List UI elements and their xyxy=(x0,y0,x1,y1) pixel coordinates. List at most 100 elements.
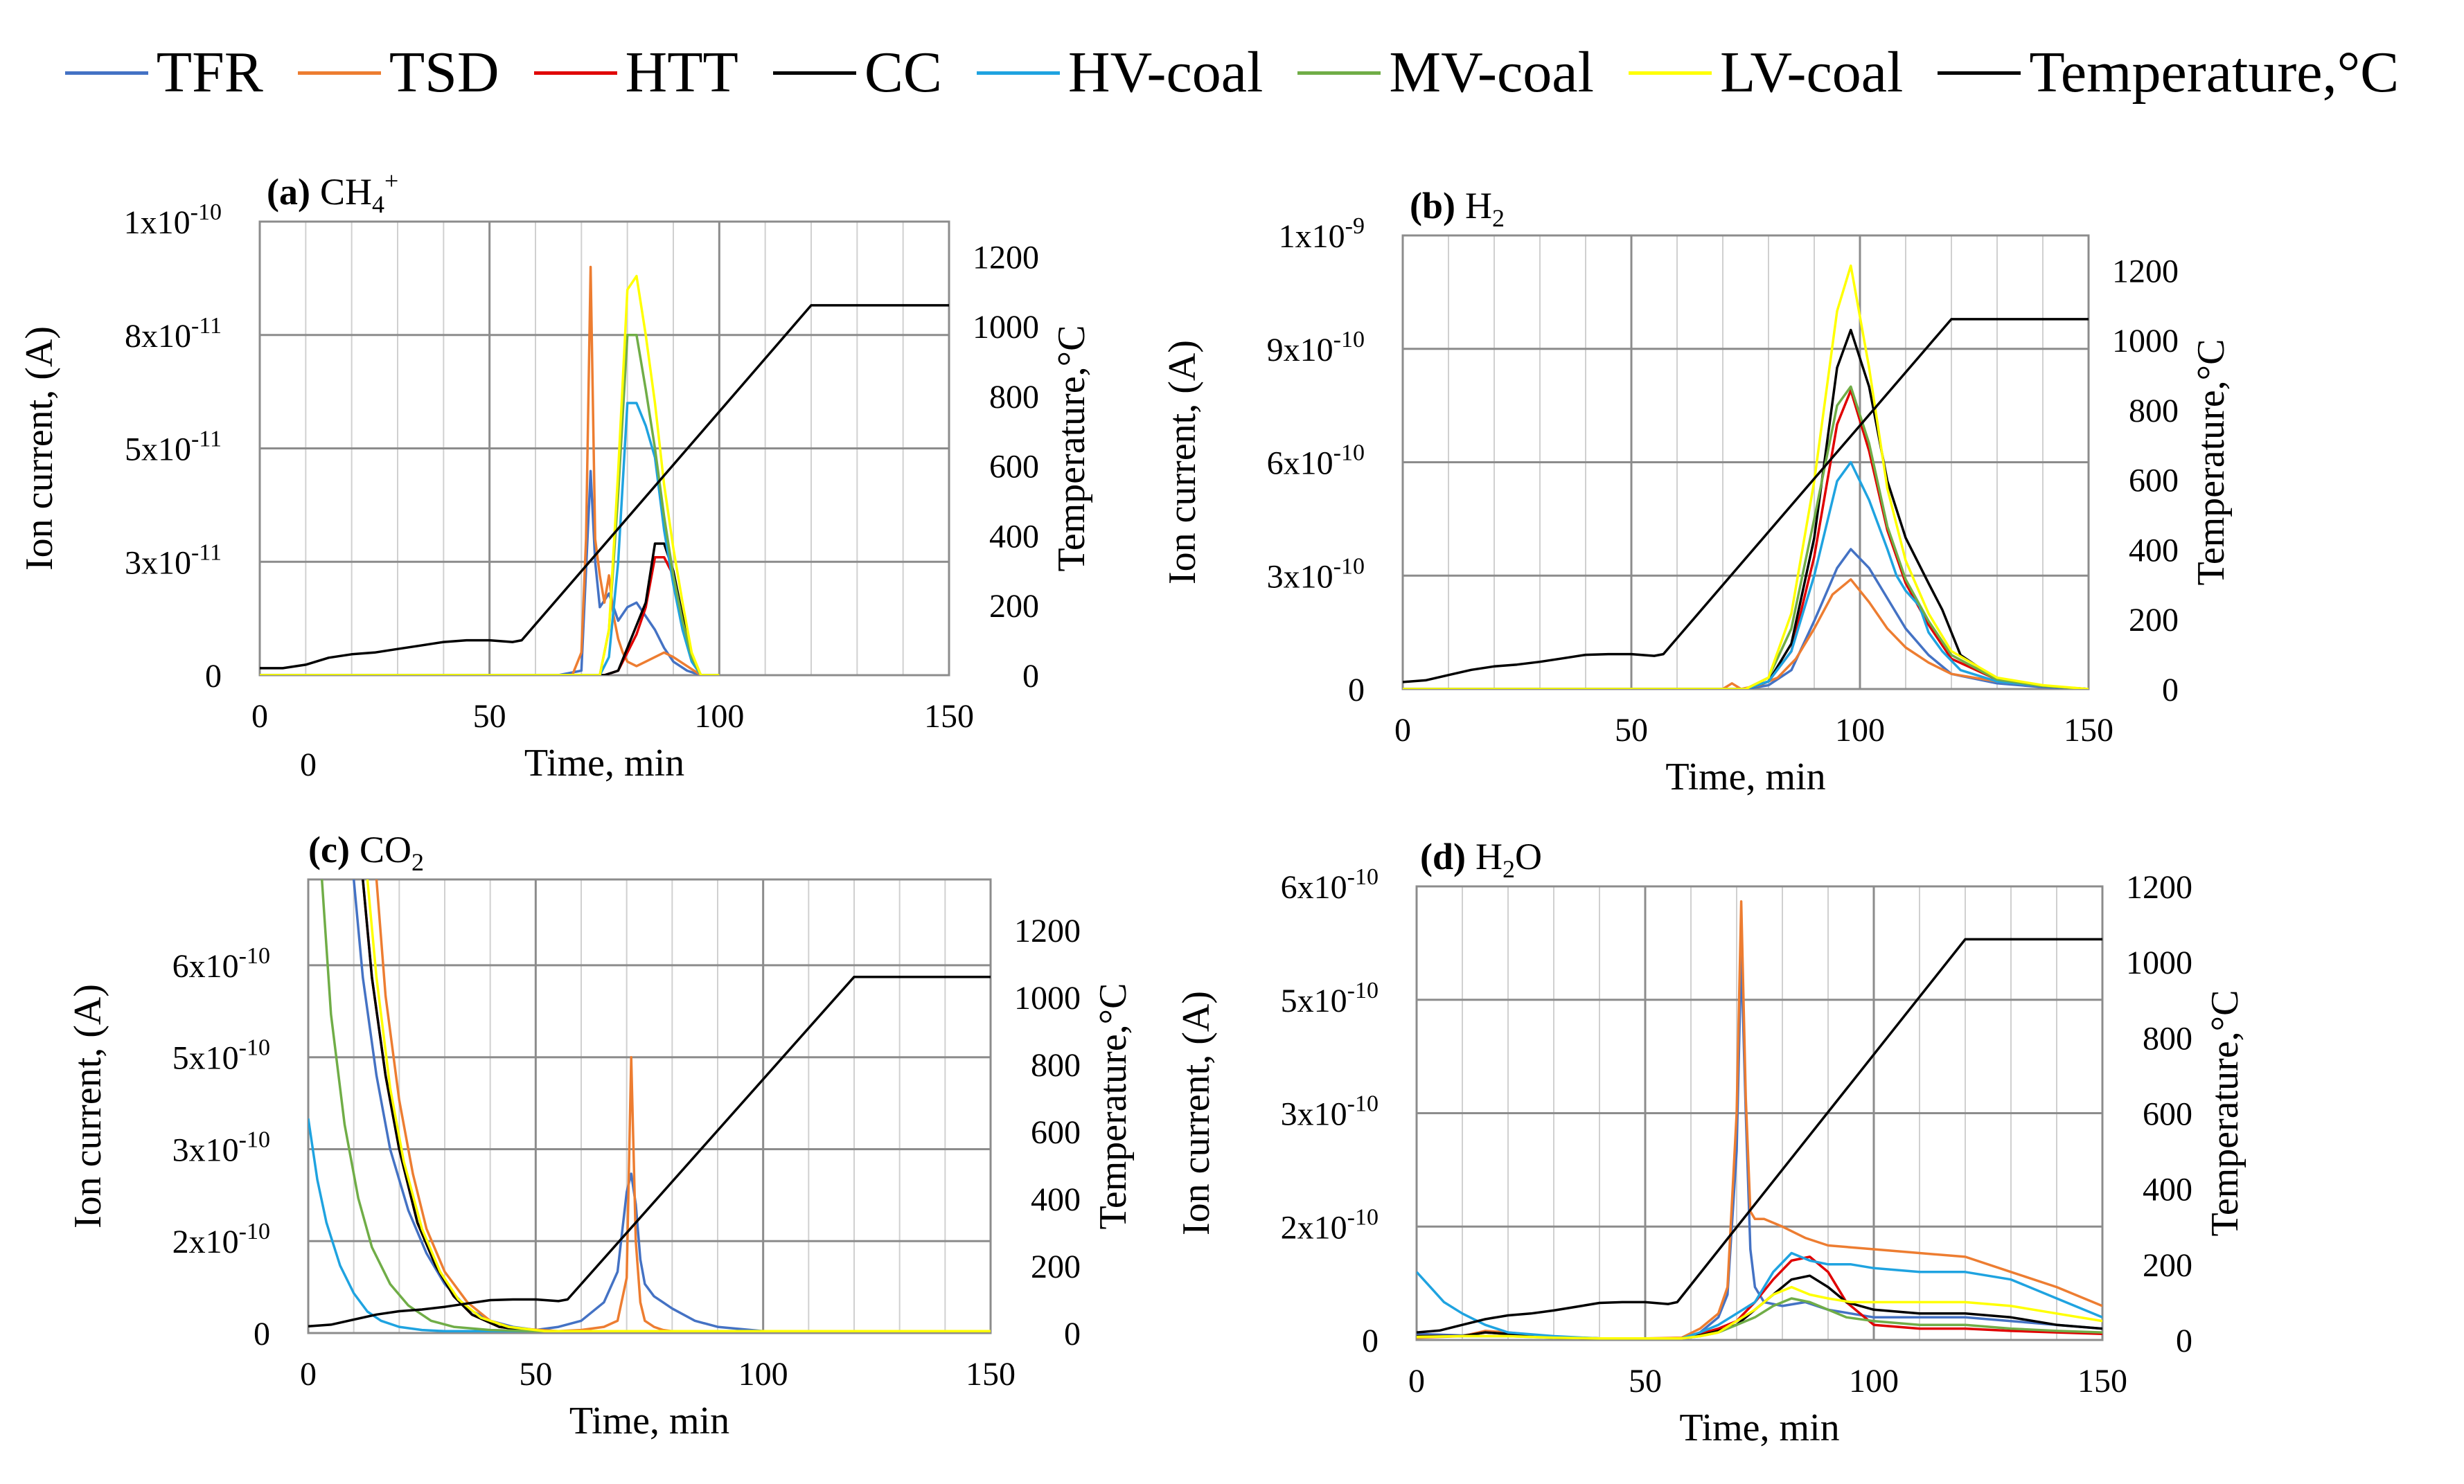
y-tick-label: 2x10-10 xyxy=(1281,1204,1379,1246)
y-tick-label: 3x10-11 xyxy=(125,539,222,581)
y-tick-base: 3x10 xyxy=(125,544,191,581)
y2-tick-label: 1200 xyxy=(1014,913,1081,949)
x-tick-label: 100 xyxy=(1849,1363,1899,1400)
y-tick-base: 5x10 xyxy=(172,1040,239,1077)
x-tick-label: 150 xyxy=(2064,712,2113,749)
series-line-tfr xyxy=(352,879,991,1333)
y2-tick-label: 600 xyxy=(989,449,1039,485)
y-tick-base: 9x10 xyxy=(1267,332,1333,368)
legend-item-3: CC xyxy=(772,44,942,102)
series-line-lvcoal xyxy=(1417,1285,2102,1340)
x-tick-label: 50 xyxy=(473,698,506,735)
y-tick-base: 5x10 xyxy=(1281,983,1347,1019)
series-line-hvcoal xyxy=(308,1118,991,1333)
plot-border xyxy=(1415,885,2104,1341)
y-tick-label: 0 xyxy=(254,1316,270,1352)
plot-border xyxy=(307,878,992,1334)
series-line-lvcoal xyxy=(366,879,991,1333)
x-tick-label: 150 xyxy=(966,1356,1016,1393)
legend-swatch xyxy=(64,71,148,75)
series-line-lvcoal xyxy=(260,274,720,675)
series-line-temperaturec xyxy=(260,304,949,670)
y2-tick-label: 0 xyxy=(1022,658,1039,695)
y-axis-label: Ion current, (A) xyxy=(1161,340,1204,584)
chart-panel-d: 0 50 100 15002x10-103x10-105x10-106x10-1002… xyxy=(1175,836,2246,1449)
series-line-mvcoal xyxy=(320,879,991,1333)
y-tick-exponent: -9 xyxy=(1345,213,1365,239)
x-tick-label: 150 xyxy=(2077,1363,2127,1400)
legend-swatch xyxy=(1938,71,2021,75)
y-tick-exponent: -10 xyxy=(239,1035,270,1061)
panel-chem-subscript: 2 xyxy=(411,848,424,876)
x-tick-label: 0 xyxy=(1408,1363,1425,1400)
y-tick-label: 8x10-11 xyxy=(125,313,222,355)
y2-tick-label: 1200 xyxy=(973,239,1039,276)
legend-swatch xyxy=(1628,71,1712,75)
legend-label: MV-coal xyxy=(1389,40,1594,105)
x-tick-label: 50 xyxy=(1629,1363,1662,1400)
x-axis-label: Time, min xyxy=(524,742,684,785)
panel-chem-superscript: + xyxy=(384,167,398,195)
series-group xyxy=(1403,264,2089,689)
y2-tick-label: 400 xyxy=(1031,1181,1081,1218)
y-tick-exponent: -10 xyxy=(190,199,222,225)
panel-chem-subscript: 2 xyxy=(1492,204,1505,232)
y-tick-base: 0 xyxy=(205,658,222,695)
series-line-hvcoal xyxy=(1403,461,2089,689)
series-group xyxy=(1417,900,2102,1340)
y-tick-exponent: -11 xyxy=(191,313,222,339)
y2-tick-label: 1000 xyxy=(2126,945,2192,981)
y-tick-label: 6x10-10 xyxy=(172,943,270,985)
y-tick-base: 0 xyxy=(1362,1323,1379,1359)
series-line-tsd xyxy=(260,265,720,675)
y2-tick-label: 1000 xyxy=(2112,323,2179,359)
y2-tick-label: 1200 xyxy=(2126,869,2192,906)
legend-item-6: LV-coal xyxy=(1628,44,1903,102)
y-tick-exponent: -11 xyxy=(191,427,222,452)
series-line-tfr xyxy=(1417,953,2102,1340)
y-tick-base: 3x10 xyxy=(172,1132,239,1168)
panel-letter: (a) xyxy=(267,171,310,213)
x-axis-label: Time, min xyxy=(1665,756,1825,798)
y2-tick-label: 0 xyxy=(1064,1316,1081,1352)
panel-chem: CO xyxy=(360,829,411,870)
y-tick-label: 2x10-10 xyxy=(172,1219,270,1260)
panel-title: (d) H2O xyxy=(1420,836,1542,883)
series-line-tsd xyxy=(375,879,991,1333)
legend-label: TSD xyxy=(389,40,499,105)
y2-tick-label: 200 xyxy=(989,588,1039,625)
y2-axis-label: Temperature,°C xyxy=(2204,990,2246,1237)
y2-tick-label: 0 xyxy=(2176,1323,2192,1359)
y-tick-label: 9x10-10 xyxy=(1267,327,1365,368)
series-line-htt xyxy=(1403,389,2089,689)
y2-tick-label: 0 xyxy=(2162,672,2179,708)
chart-panel-b: 0 50 100 15003x10-106x10-109x10-101x10-9020… xyxy=(1161,185,2233,798)
legend-item-1: TSD xyxy=(297,40,499,105)
legend-item-5: MV-coal xyxy=(1297,44,1594,102)
y-tick-label: 3x10-10 xyxy=(172,1127,270,1168)
x-tick-label: 50 xyxy=(519,1356,552,1393)
y-tick-base: 3x10 xyxy=(1267,558,1333,595)
y-tick-label: 0 xyxy=(1348,672,1365,708)
y2-tick-label: 200 xyxy=(2129,602,2179,638)
legend-label: TFR xyxy=(156,40,263,105)
x-tick-label: 150 xyxy=(924,698,974,735)
y-tick-label: 0 xyxy=(205,658,222,695)
y-tick-base: 6x10 xyxy=(172,948,239,985)
legend-label: HTT xyxy=(625,40,738,105)
y-axis-label: Ion current, (A) xyxy=(67,984,109,1228)
y-tick-label: 0 xyxy=(1362,1323,1379,1359)
y-tick-exponent: -10 xyxy=(1347,978,1379,1003)
legend-item-7: Temperature,°C xyxy=(1938,44,2399,102)
chart-legend: TFR TSD HTT CC HV-coal MV-coal LV-coal Temperat… xyxy=(0,21,2464,125)
series-group xyxy=(308,879,991,1333)
y2-tick-label: 1200 xyxy=(2112,253,2179,289)
y-tick-exponent: -10 xyxy=(1347,864,1379,890)
series-line-htt xyxy=(362,879,991,1333)
chart-panel-c: 0 50 100 15002x10-103x10-105x10-106x10-1002… xyxy=(67,829,1135,1442)
series-line-cc xyxy=(362,879,991,1333)
y-tick-exponent: -10 xyxy=(239,1219,270,1244)
y-tick-exponent: -10 xyxy=(1347,1204,1379,1230)
y-tick-exponent: -10 xyxy=(1347,1091,1379,1117)
legend-item-0: TFR xyxy=(64,40,263,105)
